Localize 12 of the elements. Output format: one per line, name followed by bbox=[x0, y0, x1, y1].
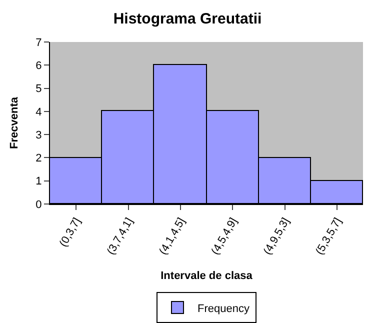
x-axis-title: Intervale de clasa bbox=[160, 270, 254, 282]
y-tick-label: 6 bbox=[36, 60, 42, 72]
y-tick-label: 4 bbox=[36, 106, 42, 118]
y-tick-label: 7 bbox=[36, 36, 42, 49]
chart-title: Histograma Greutatii bbox=[113, 10, 262, 28]
y-axis-title: Frecventa bbox=[8, 96, 20, 149]
legend-label: Frequency bbox=[198, 302, 250, 315]
y-tick-label: 2 bbox=[36, 152, 42, 165]
y-tick-label: 3 bbox=[36, 129, 42, 142]
y-tick-label: 1 bbox=[36, 176, 42, 188]
y-tick-label: 5 bbox=[36, 83, 42, 96]
y-tick-label: 0 bbox=[36, 198, 42, 211]
